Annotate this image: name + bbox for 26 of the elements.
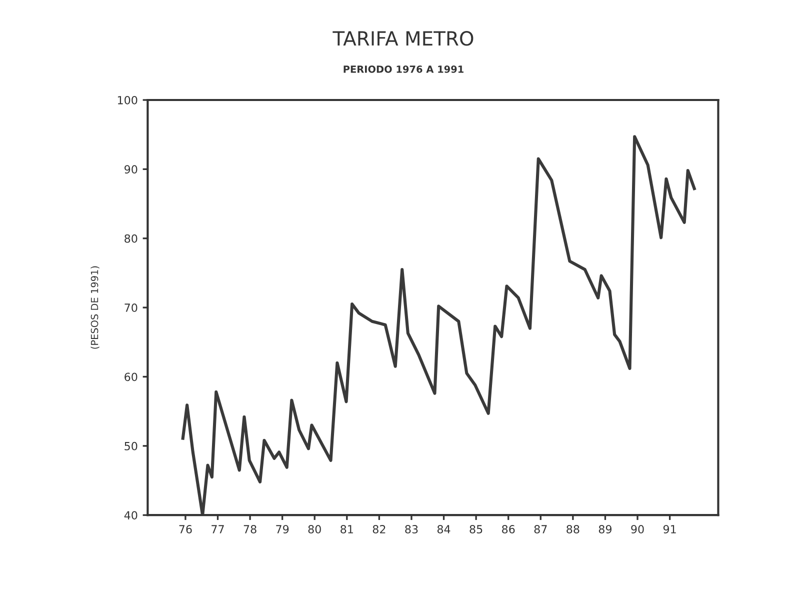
x-tick-label: 81 — [340, 525, 353, 534]
x-tick-label: 86 — [502, 525, 515, 534]
x-tick-label: 88 — [566, 525, 580, 534]
x-tick-label: 91 — [663, 525, 676, 534]
y-axis-title: (PESOS DE 1991) — [90, 266, 100, 349]
chart-subtitle: PERIODO 1976 A 1991 — [344, 66, 464, 73]
x-tick-label: 80 — [308, 525, 321, 534]
x-tick-label: 78 — [244, 525, 256, 534]
y-tick-label: 100 — [118, 96, 138, 104]
y-tick-label: 50 — [124, 442, 138, 450]
y-tick-label: 60 — [124, 372, 138, 382]
x-tick-label: 89 — [598, 525, 612, 534]
x-tick-label: 77 — [212, 525, 224, 534]
x-tick-label: 83 — [405, 525, 418, 534]
y-tick-label: 80 — [124, 234, 138, 243]
x-tick-label: 84 — [437, 525, 450, 534]
y-tick-label: 40 — [124, 511, 138, 520]
y-tick-label: 90 — [124, 165, 138, 174]
x-tick-label: 87 — [534, 525, 547, 534]
x-tick-label: 82 — [372, 525, 386, 534]
y-tick-label: 70 — [124, 304, 138, 312]
x-tick-label: 76 — [179, 525, 192, 534]
x-tick-label: 79 — [276, 525, 289, 534]
x-tick-label: 85 — [470, 525, 482, 534]
chart-title: TARIFA METRO — [332, 31, 474, 46]
x-tick-label: 90 — [631, 525, 644, 534]
